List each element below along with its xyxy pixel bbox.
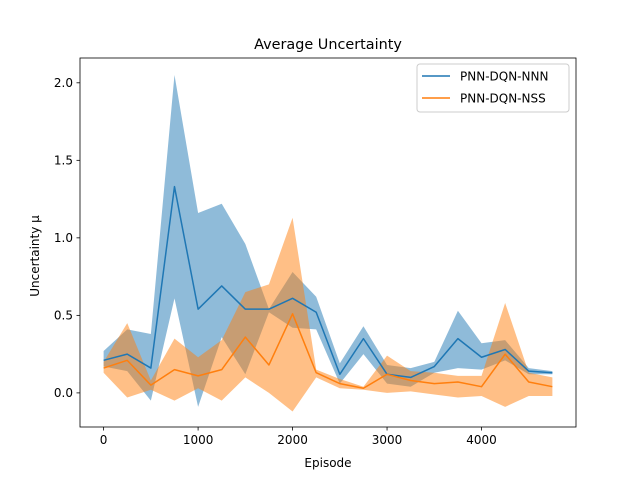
y-axis-label: Uncertainty μ [28, 215, 42, 297]
x-tick-label: 1000 [183, 433, 214, 447]
band-pnn-dqn-nnn [103, 75, 553, 407]
x-tick-label: 3000 [372, 433, 403, 447]
y-tick-label: 1.0 [54, 231, 73, 245]
x-axis-label: Episode [304, 456, 351, 470]
legend-label-pnn-dqn-nss: PNN-DQN-NSS [460, 92, 546, 106]
bands-layer [103, 75, 553, 412]
x-tick-label: 0 [100, 433, 108, 447]
legend: PNN-DQN-NNN PNN-DQN-NSS [416, 63, 570, 113]
x-tick-label: 2000 [277, 433, 308, 447]
y-tick-label: 0.5 [54, 309, 73, 323]
axes-layer [79, 57, 577, 428]
y-tick-label: 2.0 [54, 76, 73, 90]
y-tick-label: 1.5 [54, 154, 73, 168]
x-tick-label: 4000 [466, 433, 497, 447]
legend-box [416, 63, 570, 113]
y-tick-label: 0.0 [54, 386, 73, 400]
line-pnn-dqn-nss [103, 313, 553, 389]
legend-label-pnn-dqn-nnn: PNN-DQN-NNN [460, 70, 548, 84]
chart-title: Average Uncertainty [254, 37, 402, 53]
line-pnn-dqn-nnn [103, 185, 553, 379]
band-pnn-dqn-nss [103, 217, 553, 412]
ticks-layer: 0 1000 2000 3000 4000 0.0 0.5 1.0 1.5 2.0 [54, 76, 497, 447]
plot-frame [79, 57, 577, 428]
lines-layer [103, 185, 553, 389]
